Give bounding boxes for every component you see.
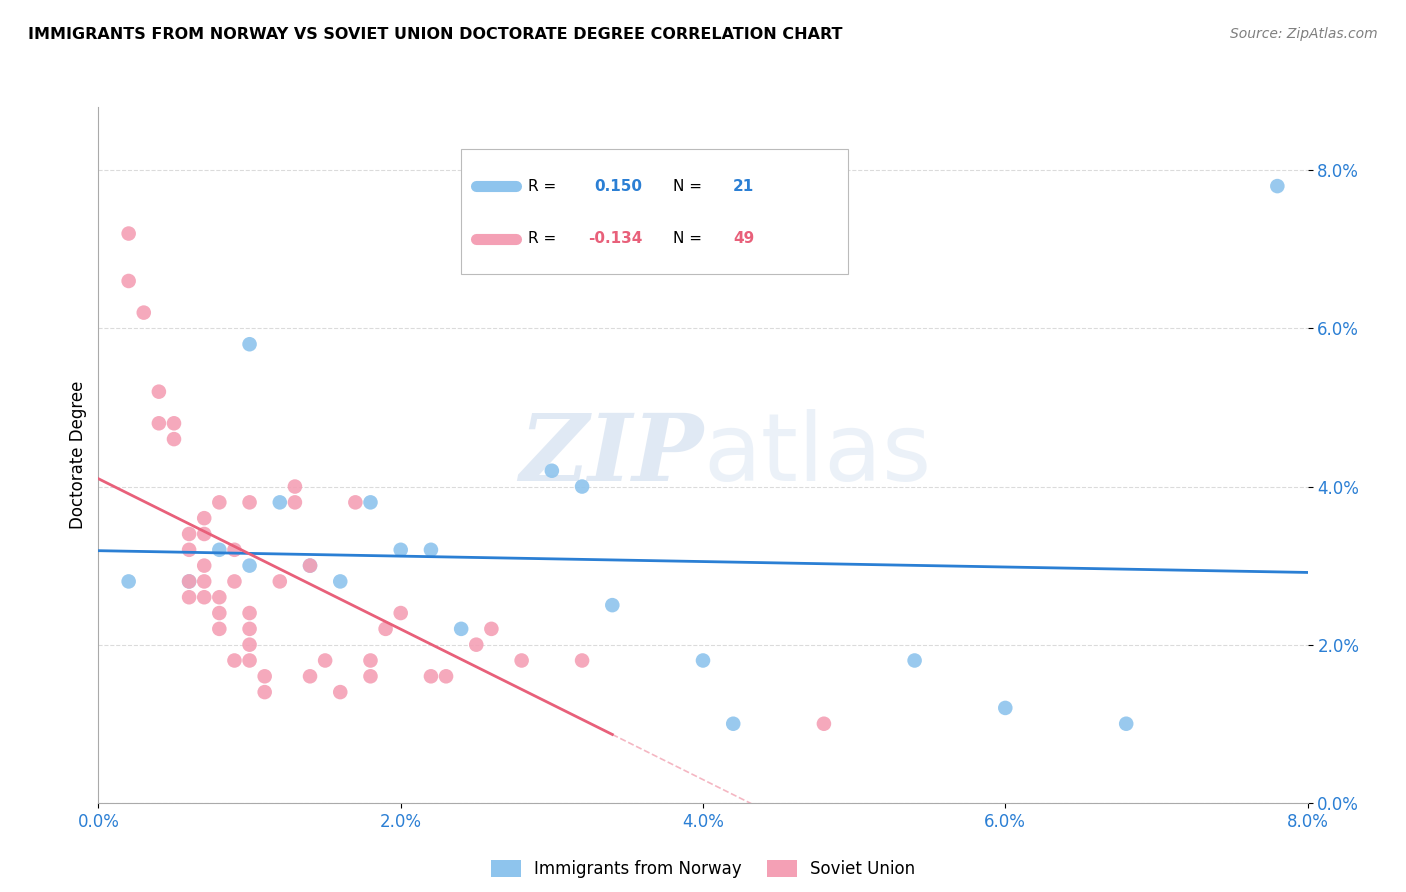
Point	[329, 574, 352, 589]
Point	[434, 669, 457, 683]
Point	[510, 653, 533, 667]
Point	[329, 685, 352, 699]
Point	[344, 495, 367, 509]
Point	[465, 638, 488, 652]
Point	[224, 574, 246, 589]
Point	[193, 591, 215, 605]
Point	[179, 527, 201, 541]
Point	[179, 574, 201, 589]
Point	[359, 495, 381, 509]
Point	[253, 669, 276, 683]
Point	[903, 653, 925, 667]
Point	[239, 638, 262, 652]
Text: -0.134: -0.134	[588, 231, 643, 246]
Point	[239, 558, 262, 573]
Point	[163, 417, 186, 431]
Point	[813, 716, 835, 731]
Point	[1265, 179, 1288, 194]
Point	[299, 669, 322, 683]
Point	[284, 479, 307, 493]
Point	[269, 495, 291, 509]
Point	[224, 542, 246, 557]
Point	[540, 464, 562, 478]
Text: R =: R =	[527, 179, 561, 194]
Point	[239, 337, 262, 351]
Point	[208, 622, 231, 636]
Text: atlas: atlas	[703, 409, 931, 501]
Y-axis label: Doctorate Degree: Doctorate Degree	[69, 381, 87, 529]
Point	[269, 574, 291, 589]
Point	[208, 591, 231, 605]
Text: ZIP: ZIP	[519, 410, 703, 500]
Text: N =: N =	[672, 231, 707, 246]
Text: 0.150: 0.150	[595, 179, 643, 194]
Legend: Immigrants from Norway, Soviet Union: Immigrants from Norway, Soviet Union	[484, 854, 922, 885]
Point	[450, 622, 472, 636]
Point	[239, 606, 262, 620]
Point	[692, 653, 714, 667]
Point	[359, 669, 381, 683]
Point	[389, 542, 412, 557]
Point	[723, 716, 745, 731]
Point	[224, 653, 246, 667]
Point	[193, 511, 215, 525]
Point	[284, 495, 307, 509]
Point	[118, 227, 141, 241]
Point	[208, 495, 231, 509]
Point	[479, 622, 503, 636]
Point	[132, 305, 155, 319]
Point	[118, 274, 141, 288]
Point	[239, 653, 262, 667]
Text: IMMIGRANTS FROM NORWAY VS SOVIET UNION DOCTORATE DEGREE CORRELATION CHART: IMMIGRANTS FROM NORWAY VS SOVIET UNION D…	[28, 27, 842, 42]
Point	[314, 653, 336, 667]
Point	[163, 432, 186, 446]
Point	[359, 653, 381, 667]
Point	[148, 384, 170, 399]
Point	[299, 558, 322, 573]
Point	[994, 701, 1017, 715]
Point	[299, 558, 322, 573]
Point	[179, 574, 201, 589]
Text: Source: ZipAtlas.com: Source: ZipAtlas.com	[1230, 27, 1378, 41]
Text: N =: N =	[672, 179, 707, 194]
Text: 21: 21	[734, 179, 755, 194]
Point	[208, 606, 231, 620]
Point	[571, 653, 593, 667]
Point	[374, 622, 396, 636]
Point	[179, 591, 201, 605]
Point	[239, 495, 262, 509]
Point	[571, 479, 593, 493]
Point	[389, 606, 412, 620]
Point	[419, 669, 441, 683]
Text: R =: R =	[527, 231, 561, 246]
Point	[253, 685, 276, 699]
Point	[179, 542, 201, 557]
Point	[419, 542, 441, 557]
Point	[193, 527, 215, 541]
Point	[239, 622, 262, 636]
Point	[208, 542, 231, 557]
Point	[1115, 716, 1137, 731]
Point	[193, 574, 215, 589]
Point	[148, 417, 170, 431]
Point	[118, 574, 141, 589]
Point	[602, 598, 624, 612]
Point	[193, 558, 215, 573]
Text: 49: 49	[734, 231, 755, 246]
